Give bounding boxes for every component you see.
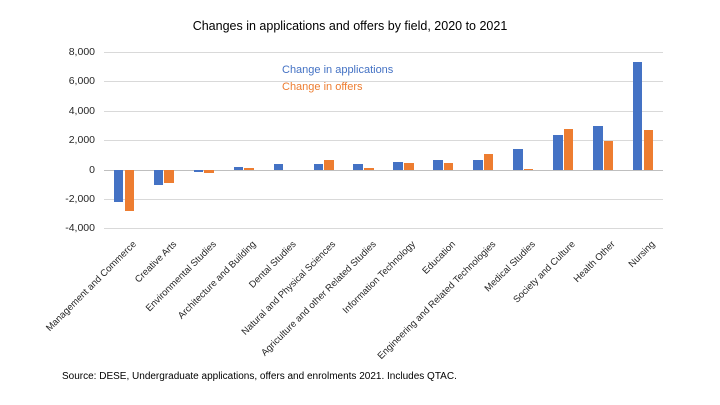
y-tick-label: 6,000: [68, 75, 95, 88]
bar-offers-information-technology: [404, 162, 414, 170]
gridline: [104, 81, 663, 83]
bar-applications-medical-studies: [513, 149, 523, 170]
bar-offers-society-and-culture: [563, 128, 574, 170]
bar-applications-nursing: [632, 62, 643, 170]
x-axis-label: Architecture and Building: [176, 239, 259, 322]
gridline: [104, 110, 663, 112]
x-axis-line: [104, 169, 663, 171]
x-axis-label: Health Other: [572, 239, 618, 285]
bar-offers-education: [443, 162, 454, 170]
bar-applications-management-and-commerce: [113, 170, 124, 203]
bar-applications-information-technology: [393, 161, 403, 170]
x-axis-label: Nursing: [626, 239, 658, 270]
x-axis-label: Information Technology: [341, 239, 419, 317]
y-tick-label: 8,000: [68, 45, 95, 58]
bar-applications-health-other: [593, 125, 603, 170]
bar-offers-agriculture-and-other-related-studies: [364, 167, 374, 170]
chart-title: Changes in applications and offers by fi…: [192, 19, 508, 33]
bar-applications-education: [433, 160, 443, 170]
bar-applications-architecture-and-building: [233, 166, 244, 170]
y-tick-label: 0: [89, 163, 95, 176]
bar-applications-agriculture-and-other-related-studies: [353, 163, 363, 170]
x-axis-label: Environmental Studies: [143, 239, 219, 314]
x-axis-label: Education: [420, 239, 459, 277]
bar-applications-environmental-studies: [193, 170, 204, 172]
y-tick-label: -4,000: [65, 222, 95, 235]
bar-offers-medical-studies: [523, 168, 534, 170]
gridline: [104, 140, 663, 142]
y-tick-label: 4,000: [68, 104, 95, 117]
bar-applications-natural-and-physical-sciences: [313, 164, 324, 170]
y-tick-label: -2,000: [65, 192, 95, 205]
legend-applications-label: Change in applications: [282, 64, 394, 76]
bar-offers-environmental-studies: [204, 170, 214, 173]
bar-offers-creative-arts: [164, 170, 174, 183]
gridline: [104, 228, 663, 230]
bar-offers-architecture-and-building: [244, 167, 254, 170]
bar-applications-creative-arts: [153, 170, 164, 186]
bar-offers-health-other: [603, 141, 614, 170]
bar-offers-nursing: [643, 129, 654, 170]
gridline: [104, 51, 663, 53]
bar-applications-engineering-and-related-technologies: [473, 159, 483, 170]
bar-applications-dental-studies: [273, 164, 284, 170]
gridline: [104, 198, 663, 200]
bar-offers-natural-and-physical-sciences: [324, 160, 334, 170]
bar-applications-society-and-culture: [553, 134, 563, 170]
bar-offers-management-and-commerce: [124, 170, 135, 212]
bar-offers-engineering-and-related-technologies: [483, 153, 494, 170]
source-note: Source: DESE, Undergraduate applications…: [62, 371, 457, 382]
legend-offers-label: Change in offers: [282, 81, 363, 93]
y-tick-label: 2,000: [68, 134, 95, 147]
x-axis-label: Management and Commerce: [43, 239, 139, 334]
